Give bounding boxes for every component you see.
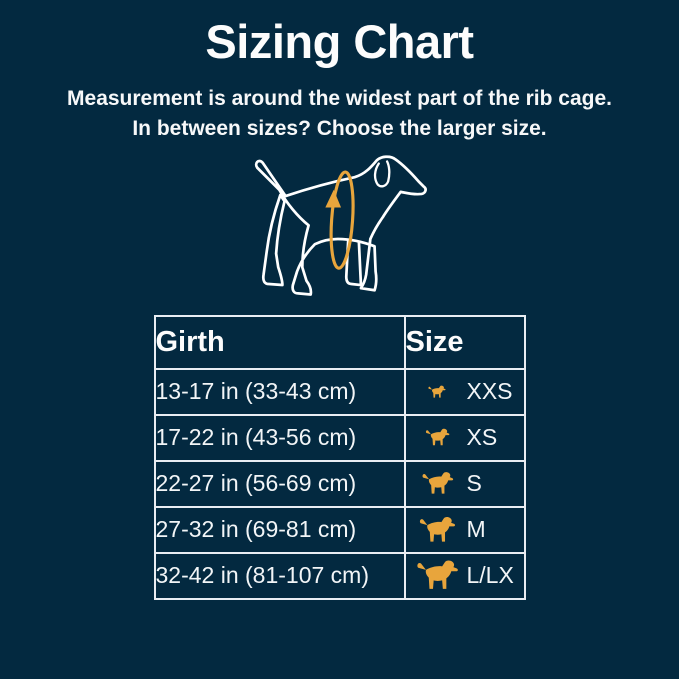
table-row: 22-27 in (56-69 cm) S xyxy=(153,459,526,508)
size-value-cell: XXS xyxy=(403,367,526,416)
dog-outline-icon xyxy=(254,155,427,296)
size-label: L/LX xyxy=(466,562,514,589)
size-label: M xyxy=(466,516,486,543)
subtitle: Measurement is around the widest part of… xyxy=(67,84,612,145)
girth-value: 27-32 in (69-81 cm) xyxy=(153,505,406,554)
girth-value: 17-22 in (43-56 cm) xyxy=(153,413,406,462)
dog-icon xyxy=(414,559,459,592)
size-value-cell: L/LX xyxy=(403,551,526,600)
size-label: XXS xyxy=(466,378,513,405)
table-row: 32-42 in (81-107 cm) L/LX xyxy=(153,551,526,600)
dog-icon xyxy=(420,471,454,496)
subtitle-line-2: In between sizes? Choose the larger size… xyxy=(132,117,547,141)
size-value-cell: S xyxy=(403,459,526,508)
girth-value: 13-17 in (33-43 cm) xyxy=(153,367,406,416)
size-label: S xyxy=(466,470,482,497)
table-row: 13-17 in (33-43 cm) XXS xyxy=(153,367,526,416)
size-label: XS xyxy=(466,424,498,451)
table-header-row: Girth Size xyxy=(153,314,526,370)
dog-icon xyxy=(417,516,456,544)
dog-girth-illustration xyxy=(251,155,429,302)
size-value-cell: M xyxy=(403,505,526,554)
dog-icon xyxy=(424,428,450,447)
table-row: 27-32 in (69-81 cm) M xyxy=(153,505,526,554)
tape-arrow-up-icon xyxy=(324,189,341,208)
subtitle-line-1: Measurement is around the widest part of… xyxy=(67,87,612,110)
column-header-size: Size xyxy=(403,314,526,370)
measuring-tape-icon xyxy=(324,170,355,270)
page-title: Sizing Chart xyxy=(205,15,474,68)
dog-icon xyxy=(427,385,446,399)
sizing-table: Girth Size 13-17 in (33-43 cm) XXS 17-22… xyxy=(153,314,526,600)
girth-value: 22-27 in (56-69 cm) xyxy=(153,459,406,508)
column-header-girth: Girth xyxy=(153,314,406,370)
girth-value: 32-42 in (81-107 cm) xyxy=(153,551,406,600)
table-row: 17-22 in (43-56 cm) XS xyxy=(153,413,526,462)
size-value-cell: XS xyxy=(403,413,526,462)
